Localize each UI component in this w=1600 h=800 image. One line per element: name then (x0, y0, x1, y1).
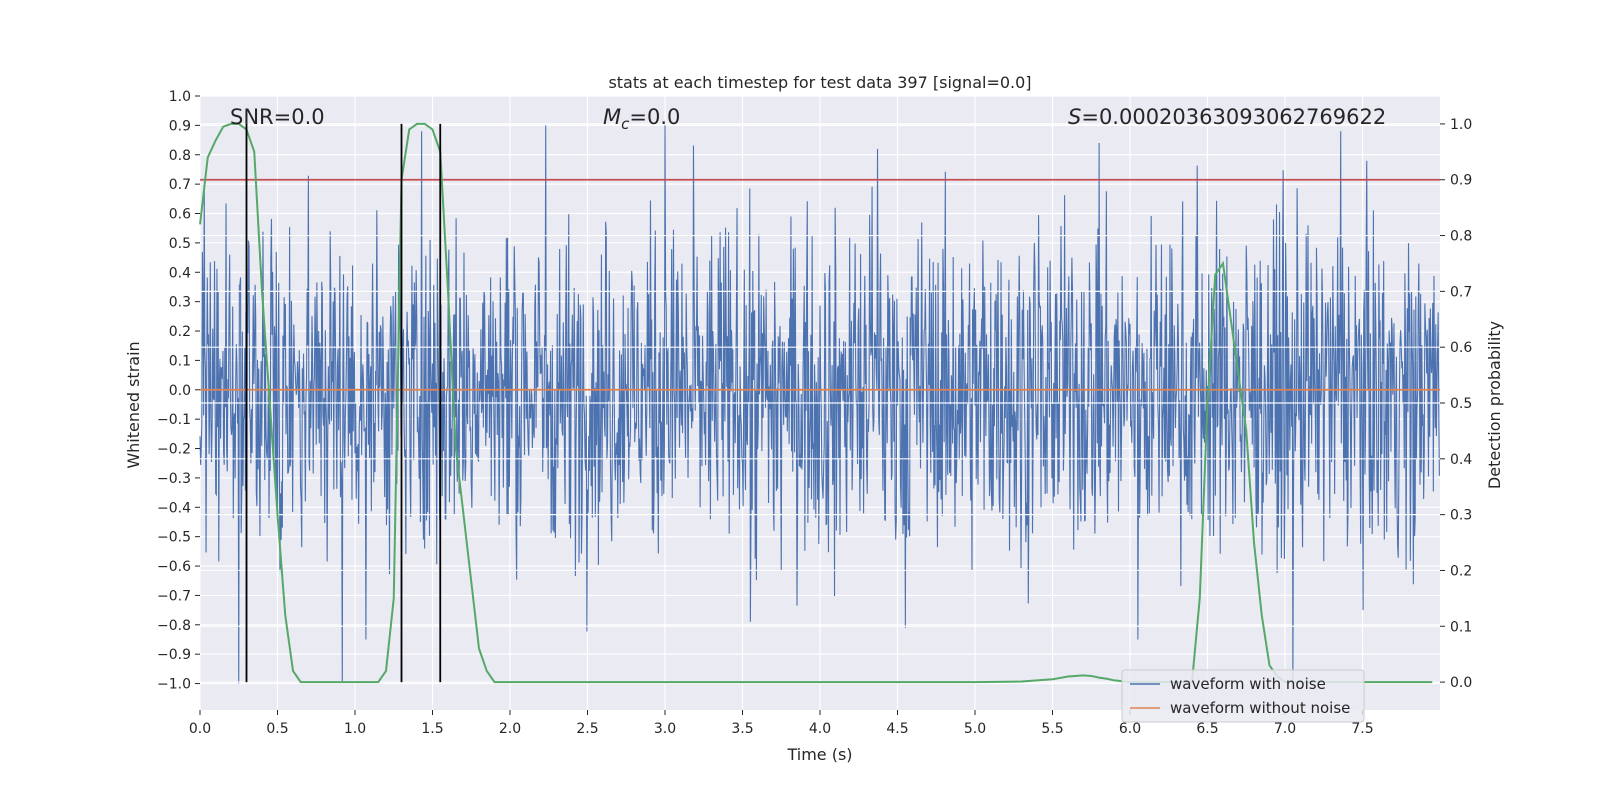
overlay (199, 122, 1440, 684)
y-tick-label-left: 0.0 (169, 383, 191, 399)
detection-probability-line (199, 122, 1433, 684)
x-tick-label: 0.0 (189, 721, 211, 737)
y-tick-label-left: 0.7 (169, 177, 191, 193)
annotation-mc: Mc=0.0 (603, 105, 680, 133)
annotation-mc-value: =0.0 (629, 105, 680, 129)
x-tick-label: 4.0 (809, 721, 831, 737)
y-axis-label-right: Detection probability (1485, 321, 1504, 489)
y-tick-label-left: 0.1 (169, 353, 191, 369)
y-tick-label-left: 0.8 (169, 148, 191, 164)
y-tick-label-left: −0.8 (157, 618, 191, 634)
axes: 0.0 0.5 1.0 1.5 2.0 2.5 3.0 3.5 4.0 4.5 5.0 5.5 6.0 6… (157, 89, 1472, 737)
y-tick-label-right: 0.5 (1450, 396, 1472, 412)
x-tick-label: 6.0 (1119, 721, 1141, 737)
y-tick-label-left: −1.0 (157, 677, 191, 693)
y-tick-label-left: 0.3 (169, 295, 191, 311)
chart-title: stats at each timestep for test data 397… (608, 73, 1031, 92)
y-tick-label-right: 0.8 (1450, 229, 1472, 245)
x-tick-label: 2.0 (499, 721, 521, 737)
legend-label-clean: waveform without noise (1170, 699, 1350, 717)
noise-waveform (199, 125, 1440, 684)
noise-waveform-line (199, 125, 1440, 684)
legend-box (1121, 669, 1365, 723)
y-tick-label-right: 0.3 (1450, 508, 1472, 524)
y-tick-label-left: 0.2 (169, 324, 191, 340)
x-tick-label: 0.5 (266, 721, 288, 737)
y-axis-label-left: Whitened strain (124, 341, 143, 468)
x-axis-label: Time (s) (786, 745, 852, 764)
y-tick-label-left: −0.1 (157, 412, 191, 428)
y-tick-label-left: −0.6 (157, 559, 191, 575)
annotation-s-value: =0.00020363093062769622 (1081, 105, 1386, 129)
y-tick-label-right: 0.1 (1450, 619, 1472, 635)
y-tick-label-right: 1.0 (1450, 117, 1472, 133)
y-tick-label-right: 0.2 (1450, 563, 1472, 579)
x-tick-label: 3.5 (731, 721, 753, 737)
x-tick-label: 1.5 (421, 721, 443, 737)
y-tick-label-left: 1.0 (169, 89, 191, 105)
y-tick-label-left: −0.3 (157, 471, 191, 487)
legend-label-noise: waveform with noise (1170, 675, 1326, 693)
y-tick-label-right: 0.7 (1450, 284, 1472, 300)
y-tick-label-left: −0.4 (157, 500, 191, 516)
x-tick-label: 4.5 (886, 721, 908, 737)
y-tick-label-left: −0.7 (157, 588, 191, 604)
x-tick-label: 3.0 (654, 721, 676, 737)
y-tick-label-left: −0.5 (157, 530, 191, 546)
annotation-s: S=0.00020363093062769622 (1068, 105, 1386, 129)
y-tick-label-right: 0.4 (1450, 452, 1472, 468)
x-tick-label: 7.5 (1351, 721, 1373, 737)
y-tick-label-left: −0.2 (157, 442, 191, 458)
y-tick-label-left: 0.6 (169, 207, 191, 223)
x-tick-label: 5.0 (964, 721, 986, 737)
x-tick-label: 5.5 (1041, 721, 1063, 737)
y-tick-label-right: 0.0 (1450, 675, 1472, 691)
annotation-mc-sub: c (621, 115, 630, 133)
y-tick-label-left: 0.9 (169, 118, 191, 134)
x-tick-label: 1.0 (344, 721, 366, 737)
legend: waveform with noise waveform without noi… (1121, 669, 1365, 723)
y-tick-label-left: −0.9 (157, 647, 191, 663)
x-tick-label: 2.5 (576, 721, 598, 737)
x-tick-label: 6.5 (1196, 721, 1218, 737)
y-tick-label-left: 0.4 (169, 265, 191, 281)
y-tick-label-left: 0.5 (169, 236, 191, 252)
annotation-s-symbol: S (1068, 105, 1081, 129)
x-tick-label: 7.0 (1274, 721, 1296, 737)
annotation-mc-symbol: M (603, 105, 621, 129)
y-tick-label-right: 0.9 (1450, 173, 1472, 189)
y-tick-label-right: 0.6 (1450, 340, 1472, 356)
annotation-snr: SNR=0.0 (230, 105, 325, 129)
